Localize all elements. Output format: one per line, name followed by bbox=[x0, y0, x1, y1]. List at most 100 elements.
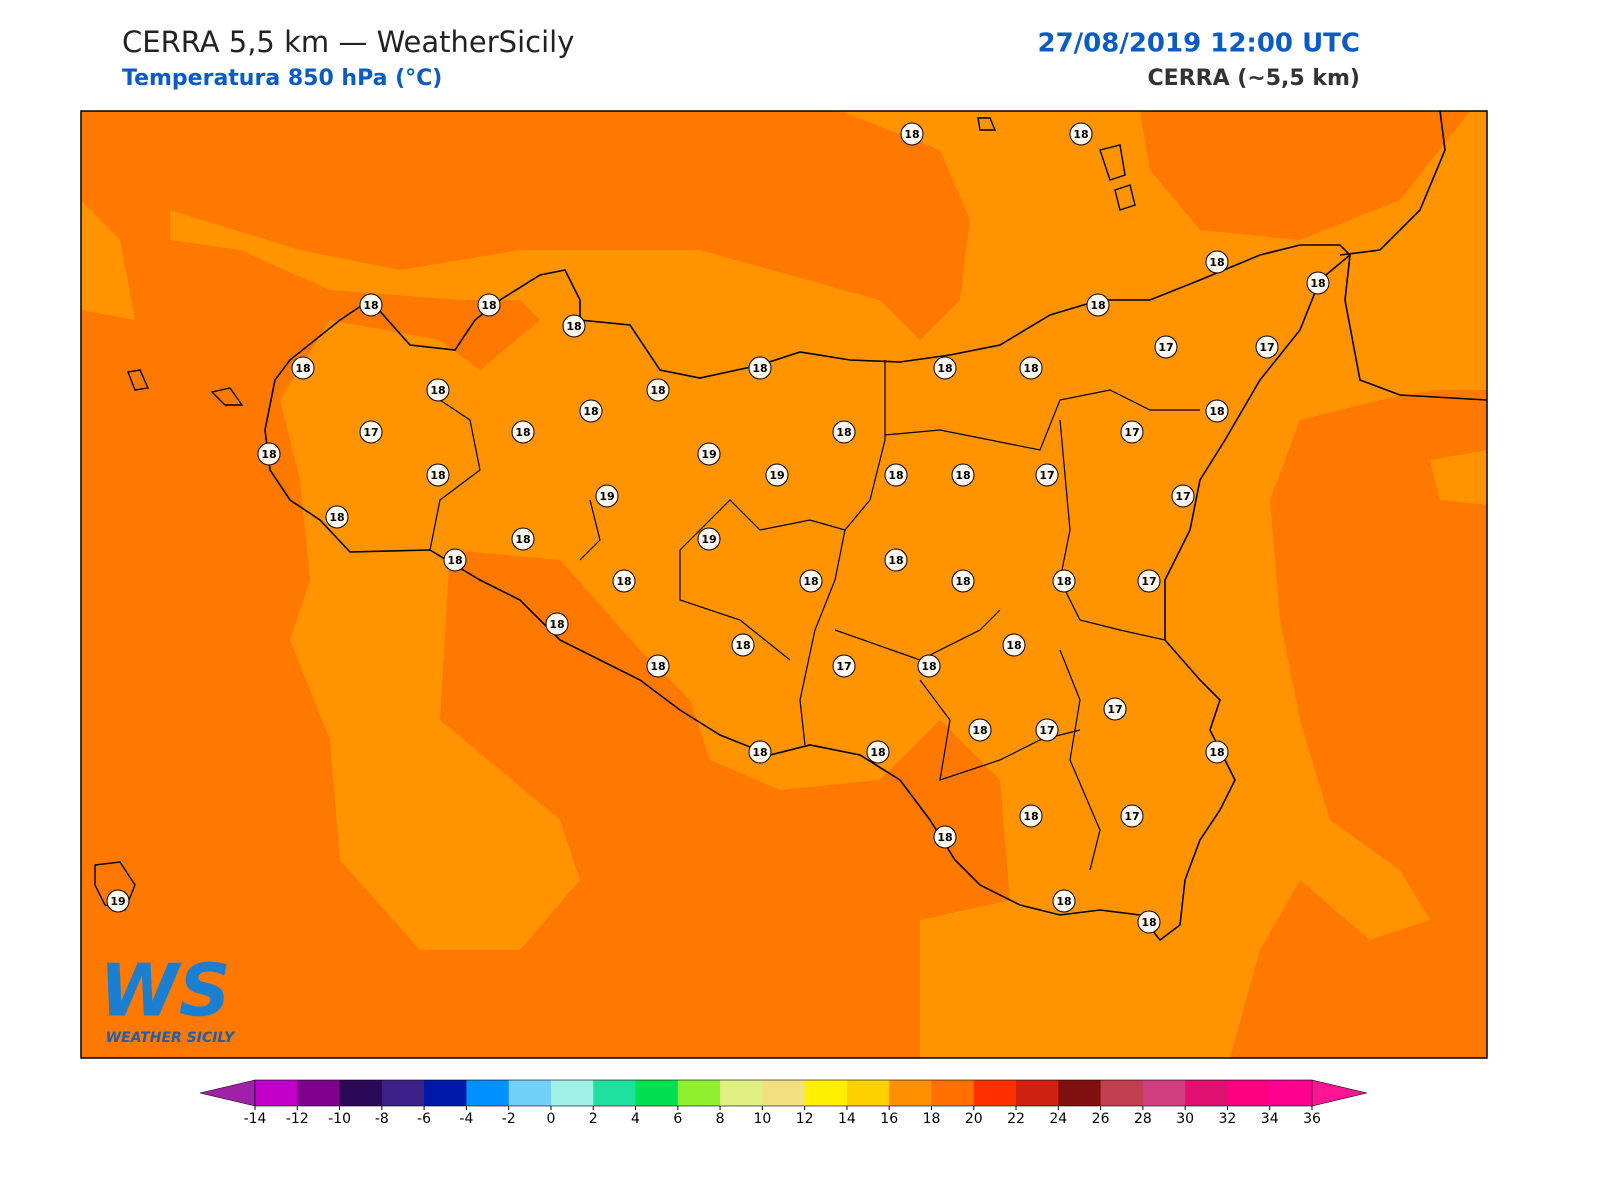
colorbar-tick-label: 16 bbox=[880, 1111, 898, 1127]
colorbar-segment bbox=[846, 1080, 890, 1106]
station-value: 18 bbox=[955, 575, 970, 588]
colorbar-segment bbox=[635, 1080, 679, 1106]
station-marker bbox=[1019, 804, 1043, 828]
station-marker bbox=[799, 569, 823, 593]
station-marker bbox=[832, 420, 856, 444]
station-marker bbox=[866, 740, 890, 764]
colorbar-segment bbox=[550, 1080, 594, 1106]
station-marker bbox=[579, 399, 603, 423]
station-value: 18 bbox=[735, 639, 750, 652]
station-value: 19 bbox=[110, 895, 125, 908]
station-value: 18 bbox=[650, 660, 665, 673]
station-marker bbox=[1306, 271, 1330, 295]
subtitle: Temperatura 850 hPa (°C) bbox=[122, 66, 442, 91]
date: 27/08/2019 12:00 UTC bbox=[1037, 29, 1360, 59]
station-value: 19 bbox=[769, 469, 784, 482]
station-value: 17 bbox=[1039, 724, 1054, 737]
colorbar-segment bbox=[1100, 1080, 1144, 1106]
colorbar-segment bbox=[1142, 1080, 1186, 1106]
colorbar-tick-label: 24 bbox=[1049, 1111, 1067, 1127]
model: CERRA (~5,5 km) bbox=[1148, 66, 1360, 91]
station-marker bbox=[748, 740, 772, 764]
colorbar-tick-label: -10 bbox=[328, 1111, 351, 1127]
colorbar-tick-label: 8 bbox=[716, 1111, 725, 1127]
station-marker bbox=[1052, 569, 1076, 593]
colorbar-segment bbox=[1016, 1080, 1059, 1106]
station-marker bbox=[1154, 335, 1178, 359]
station-value: 18 bbox=[803, 575, 818, 588]
station-marker bbox=[325, 505, 349, 529]
station-marker bbox=[765, 463, 789, 487]
colorbar-tick-label: 6 bbox=[673, 1111, 682, 1127]
station-marker bbox=[1052, 889, 1076, 913]
logo-mark: WS bbox=[99, 949, 230, 1033]
colorbar-tick-label: 22 bbox=[1007, 1111, 1025, 1127]
warm-zone bbox=[1350, 150, 1487, 390]
station-value: 19 bbox=[701, 448, 716, 461]
colorbar-segment bbox=[804, 1080, 848, 1106]
station-value: 18 bbox=[295, 362, 310, 375]
colorbar: -14 -12 -10 -8 -6 -4 -2 0 2 4 6 8 10 12 14 16 18 20 22 24 26… bbox=[199, 1079, 1368, 1127]
colorbar-tick-label: 26 bbox=[1092, 1111, 1110, 1127]
station-value: 18 bbox=[481, 299, 496, 312]
station-value: 18 bbox=[650, 384, 665, 397]
station-marker bbox=[1120, 804, 1144, 828]
colorbar-segment bbox=[339, 1080, 383, 1106]
station-value: 18 bbox=[1023, 362, 1038, 375]
colorbar-segment bbox=[1269, 1080, 1313, 1106]
station-value: 18 bbox=[972, 724, 987, 737]
station-value: 18 bbox=[261, 448, 276, 461]
stations: 18 18 18 18 18 18 18 18 17 17 18 18 18 18 18 18 18 18 17 18… bbox=[106, 122, 1330, 934]
station-marker bbox=[1035, 718, 1059, 742]
station-marker bbox=[1171, 484, 1195, 508]
station-marker bbox=[291, 356, 315, 380]
station-marker bbox=[562, 314, 586, 338]
station-marker bbox=[1205, 740, 1229, 764]
station-marker bbox=[511, 420, 535, 444]
station-marker bbox=[426, 463, 450, 487]
station-value: 19 bbox=[599, 490, 614, 503]
calabria-coast bbox=[1339, 110, 1488, 401]
station-value: 17 bbox=[1124, 426, 1139, 439]
station-marker bbox=[1255, 335, 1279, 359]
station-value: 18 bbox=[1023, 810, 1038, 823]
station-value: 18 bbox=[752, 362, 767, 375]
station-value: 17 bbox=[1107, 703, 1122, 716]
station-value: 18 bbox=[1090, 299, 1105, 312]
station-value: 18 bbox=[363, 299, 378, 312]
station-marker bbox=[917, 654, 941, 678]
colorbar-tick-label: 12 bbox=[796, 1111, 814, 1127]
station-marker bbox=[1019, 356, 1043, 380]
station-value: 18 bbox=[616, 575, 631, 588]
logo-name: WEATHER SICILY bbox=[106, 1030, 237, 1046]
station-value: 18 bbox=[515, 533, 530, 546]
station-value: 18 bbox=[430, 469, 445, 482]
province-borders bbox=[429, 360, 1200, 871]
station-value: 18 bbox=[1056, 895, 1071, 908]
station-marker bbox=[832, 654, 856, 678]
colorbar-tick-label: 32 bbox=[1219, 1111, 1237, 1127]
colorbar-frame bbox=[254, 1079, 1313, 1107]
station-value: 18 bbox=[870, 746, 885, 759]
station-value: 17 bbox=[363, 426, 378, 439]
station-value: 18 bbox=[937, 362, 952, 375]
station-value: 18 bbox=[1006, 639, 1021, 652]
colorbar-segment bbox=[1058, 1080, 1102, 1106]
station-marker bbox=[1103, 697, 1127, 721]
station-value: 18 bbox=[752, 746, 767, 759]
station-marker bbox=[731, 633, 755, 657]
colorbar-segment bbox=[508, 1080, 552, 1106]
colorbar-segment bbox=[255, 1080, 298, 1106]
station-value: 18 bbox=[430, 384, 445, 397]
station-value: 18 bbox=[904, 128, 919, 141]
colorbar-segment bbox=[677, 1080, 721, 1106]
colorbar-tick-label: 4 bbox=[631, 1111, 640, 1127]
station-marker bbox=[1002, 633, 1026, 657]
station-marker bbox=[951, 463, 975, 487]
colorbar-segment bbox=[889, 1080, 932, 1106]
station-marker bbox=[443, 548, 467, 572]
station-value: 18 bbox=[937, 831, 952, 844]
station-value: 18 bbox=[1209, 405, 1224, 418]
colorbar-tick-label: 30 bbox=[1176, 1111, 1194, 1127]
